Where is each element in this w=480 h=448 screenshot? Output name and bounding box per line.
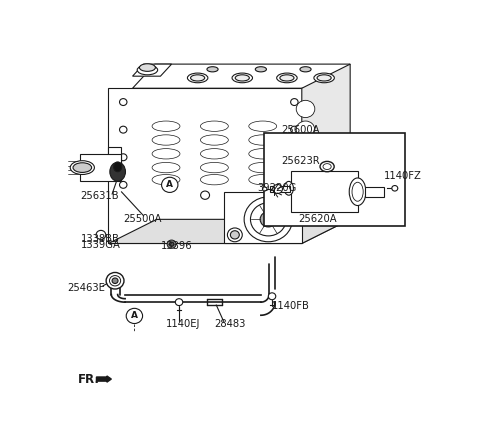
Circle shape (109, 276, 120, 286)
Polygon shape (302, 64, 350, 244)
Text: FR.: FR. (78, 373, 100, 386)
Ellipse shape (320, 161, 334, 172)
Polygon shape (290, 171, 358, 212)
Polygon shape (132, 64, 172, 76)
Polygon shape (108, 220, 350, 244)
Ellipse shape (249, 135, 276, 145)
Ellipse shape (323, 164, 331, 169)
Text: A: A (166, 181, 173, 190)
Circle shape (120, 99, 127, 105)
Circle shape (263, 187, 267, 191)
Text: 25620A: 25620A (298, 214, 336, 224)
Text: A: A (131, 311, 138, 320)
Circle shape (290, 99, 298, 105)
Polygon shape (224, 192, 302, 244)
Circle shape (167, 240, 176, 248)
Text: 13396: 13396 (160, 241, 192, 250)
Circle shape (175, 299, 183, 306)
Ellipse shape (201, 163, 228, 173)
Circle shape (273, 185, 282, 194)
Polygon shape (365, 186, 384, 197)
Circle shape (126, 308, 143, 323)
Ellipse shape (249, 149, 276, 159)
Ellipse shape (296, 121, 315, 138)
Polygon shape (108, 88, 302, 244)
Ellipse shape (296, 138, 315, 155)
Ellipse shape (152, 149, 180, 159)
Text: 25623R: 25623R (281, 156, 320, 166)
Ellipse shape (152, 163, 180, 173)
Polygon shape (132, 64, 350, 88)
Ellipse shape (314, 73, 335, 83)
Ellipse shape (255, 67, 266, 72)
Ellipse shape (352, 182, 363, 201)
Text: 25463E: 25463E (67, 283, 105, 293)
Ellipse shape (70, 161, 95, 174)
Polygon shape (81, 154, 121, 181)
Ellipse shape (152, 121, 180, 131)
Circle shape (120, 154, 127, 161)
Ellipse shape (201, 135, 228, 145)
Ellipse shape (349, 178, 366, 206)
Circle shape (96, 230, 106, 239)
Ellipse shape (317, 75, 331, 81)
Text: 25600A: 25600A (281, 125, 320, 135)
Ellipse shape (207, 67, 218, 72)
Circle shape (162, 177, 178, 193)
Text: 25500A: 25500A (123, 214, 162, 224)
Circle shape (392, 185, 398, 191)
Text: 1339GA: 1339GA (81, 240, 120, 250)
FancyArrow shape (96, 376, 111, 382)
Ellipse shape (280, 75, 294, 81)
Ellipse shape (300, 67, 311, 72)
Circle shape (228, 228, 242, 242)
Ellipse shape (152, 135, 180, 145)
Text: 28483: 28483 (215, 319, 246, 328)
Circle shape (230, 231, 240, 239)
Circle shape (251, 203, 286, 236)
Ellipse shape (296, 155, 315, 173)
Circle shape (106, 272, 124, 289)
Ellipse shape (201, 121, 228, 131)
Circle shape (120, 126, 127, 133)
Text: 39220G: 39220G (257, 183, 297, 193)
Text: 1140FZ: 1140FZ (384, 171, 421, 181)
Ellipse shape (232, 73, 252, 83)
Ellipse shape (152, 174, 180, 185)
Ellipse shape (201, 149, 228, 159)
Ellipse shape (139, 64, 156, 71)
Text: 1338BB: 1338BB (81, 234, 120, 244)
Ellipse shape (276, 73, 297, 83)
Text: 1140EJ: 1140EJ (166, 319, 200, 328)
Circle shape (290, 181, 298, 188)
Ellipse shape (249, 121, 276, 131)
Circle shape (244, 197, 292, 242)
Circle shape (112, 278, 118, 284)
Bar (264, 133, 405, 226)
Circle shape (260, 212, 276, 227)
Ellipse shape (296, 100, 315, 117)
Ellipse shape (235, 75, 249, 81)
Ellipse shape (187, 73, 208, 83)
Ellipse shape (114, 162, 122, 172)
Polygon shape (108, 147, 121, 178)
Circle shape (169, 242, 174, 246)
Ellipse shape (249, 174, 276, 185)
Ellipse shape (73, 163, 92, 172)
Ellipse shape (137, 65, 157, 75)
Circle shape (120, 181, 127, 188)
Ellipse shape (249, 163, 276, 173)
Ellipse shape (191, 75, 204, 81)
Circle shape (290, 126, 298, 133)
Ellipse shape (110, 162, 125, 181)
Circle shape (268, 293, 276, 300)
Ellipse shape (284, 181, 293, 195)
Circle shape (290, 154, 298, 161)
Polygon shape (270, 186, 290, 192)
Text: 25631B: 25631B (81, 191, 119, 201)
Text: 1140FB: 1140FB (272, 301, 310, 311)
Ellipse shape (201, 174, 228, 185)
Circle shape (201, 191, 210, 199)
